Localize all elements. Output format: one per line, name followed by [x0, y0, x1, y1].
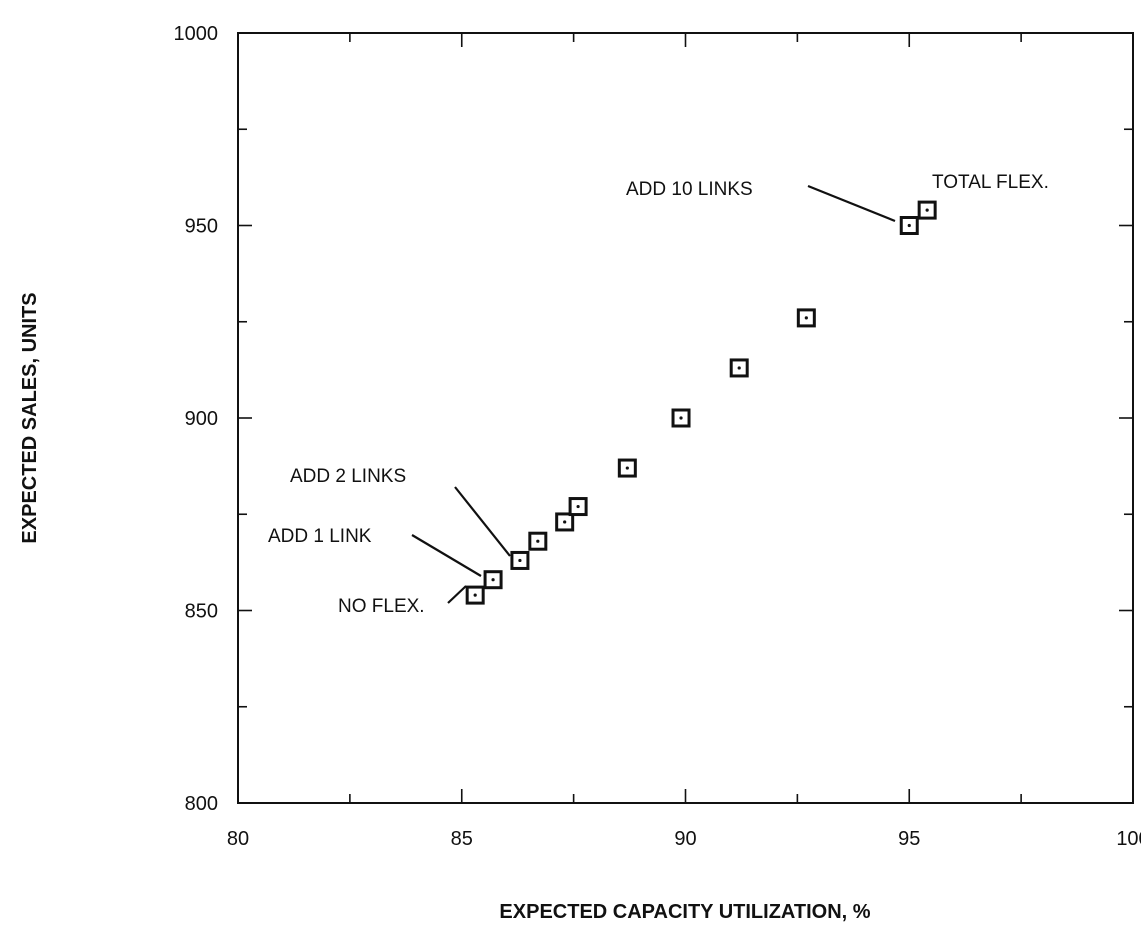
data-point	[510, 550, 530, 570]
data-point	[568, 497, 588, 517]
annotation-label: ADD 2 LINKS	[290, 466, 406, 487]
annotation-leader-line	[411, 534, 482, 577]
data-point	[917, 200, 937, 220]
marker-dot	[473, 593, 477, 597]
y-tick-label: 800	[185, 793, 218, 815]
y-tick-label: 850	[185, 601, 218, 623]
data-point	[483, 570, 503, 590]
annotation-leader-line	[454, 486, 511, 557]
annotation-label: ADD 10 LINKS	[626, 179, 753, 200]
data-point	[465, 585, 485, 605]
marker-dot	[563, 520, 567, 524]
marker-dot	[804, 316, 808, 320]
annotations: NO FLEX. ADD 1 LINK ADD 2 LINKS ADD 10 LINK…	[268, 172, 1049, 617]
marker-dot	[536, 539, 540, 543]
x-tick-label: 85	[451, 828, 473, 850]
x-axis-title: EXPECTED CAPACITY UTILIZATION, %	[499, 901, 870, 923]
tick-labels: 80 85 90 95 100 800 850 900 950 1000	[174, 23, 1141, 850]
annotation-label: ADD 1 LINK	[268, 526, 372, 547]
marker-dot	[576, 504, 580, 509]
y-tick-label: 1000	[174, 23, 219, 45]
data-point	[729, 358, 749, 378]
axis-ticks	[237, 32, 1134, 804]
data-point	[796, 308, 816, 328]
annotation-leaders	[411, 184, 896, 604]
y-axis-title: EXPECTED SALES, UNITS	[19, 292, 41, 543]
marker-dot	[518, 558, 522, 563]
data-point	[671, 408, 691, 428]
x-tick-label: 95	[898, 828, 920, 850]
marker-dot	[491, 578, 495, 582]
data-point	[617, 458, 637, 478]
data-point	[555, 512, 575, 532]
marker-dot	[907, 223, 911, 228]
data-point	[899, 216, 919, 235]
x-tick-label: 90	[674, 828, 696, 850]
x-tick-label: 100	[1116, 828, 1141, 850]
data-points	[465, 200, 937, 605]
annotation-label: TOTAL FLEX.	[932, 172, 1049, 193]
y-tick-label: 900	[185, 408, 218, 430]
annotation-leader-line	[447, 585, 467, 604]
y-tick-label: 950	[185, 216, 218, 238]
marker-dot	[925, 208, 929, 212]
marker-dot	[625, 466, 629, 470]
x-tick-label: 80	[227, 828, 249, 850]
annotation-leader-line	[807, 184, 896, 223]
marker-dot	[737, 366, 741, 370]
marker-dot	[679, 416, 683, 420]
annotation-label: NO FLEX.	[338, 596, 425, 617]
data-point	[528, 531, 548, 551]
